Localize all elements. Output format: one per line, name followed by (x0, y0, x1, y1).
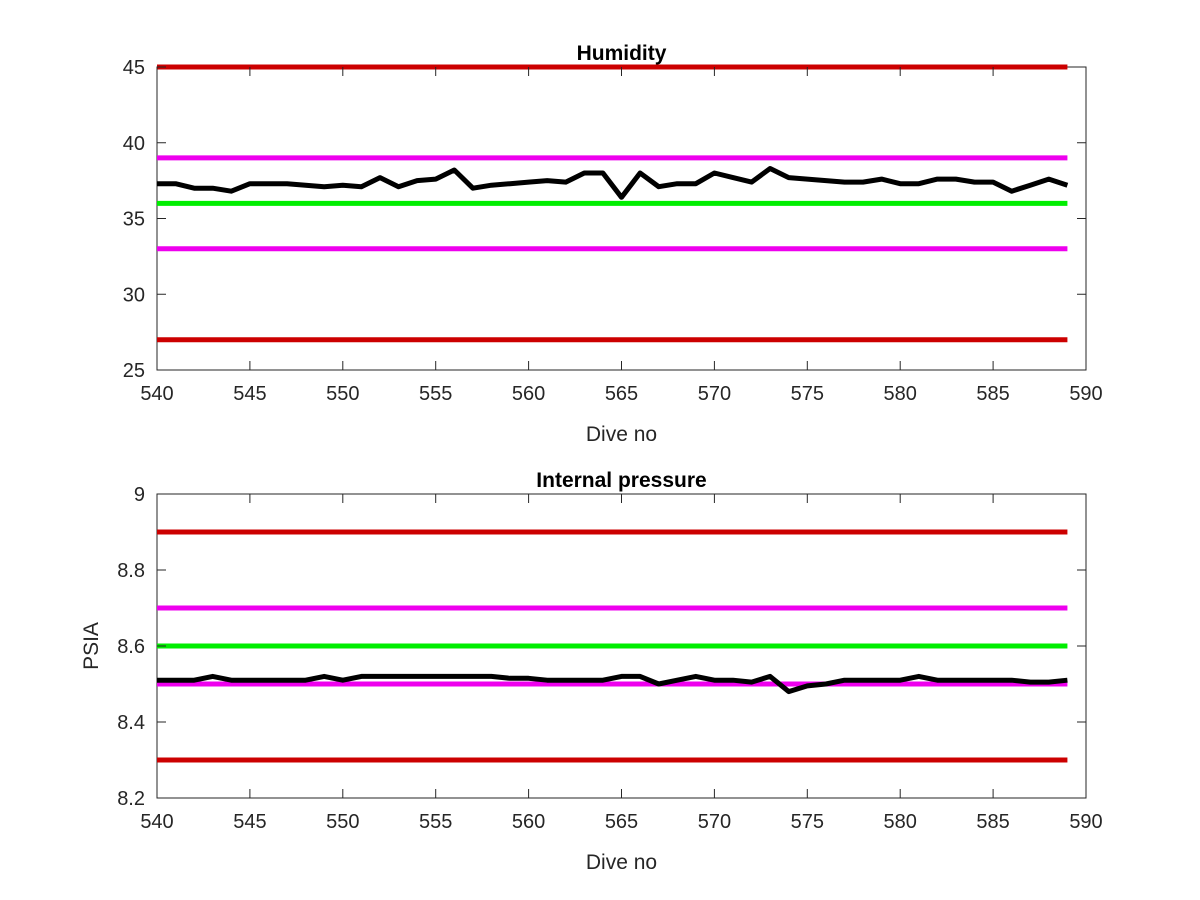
humidity-x-tick-label-9: 585 (976, 383, 1009, 405)
humidity-x-tick-label-6: 570 (698, 383, 731, 405)
pressure-x-tick-label-2: 550 (326, 811, 359, 833)
pressure-series-line-0 (157, 673, 1068, 695)
humidity-x-tick-label-3: 555 (419, 383, 452, 405)
humidity-x-axis-label: Dive no (586, 423, 657, 446)
pressure-x-tick-label-7: 575 (791, 811, 824, 833)
pressure-x-tick-label-6: 570 (698, 811, 731, 833)
pressure-y-tick-label-2: 8.6 (117, 636, 145, 658)
humidity-chart: 540 545 550 555 560 565 570 575 580 585 590 25 30 35… (123, 42, 1103, 446)
humidity-y-tick-label-0: 25 (123, 360, 145, 382)
humidity-y-tick-label-1: 30 (123, 284, 145, 306)
pressure-x-tick-label-1: 545 (233, 811, 266, 833)
pressure-y-tick-label-3: 8.8 (117, 560, 145, 582)
pressure-y-axis-label: PSIA (80, 622, 103, 670)
humidity-x-tick-label-1: 545 (233, 383, 266, 405)
humidity-series (157, 166, 1069, 200)
humidity-y-tick-label-2: 35 (123, 209, 145, 231)
pressure-y-ticks: 8.2 8.4 8.6 8.8 9 (117, 484, 1086, 810)
pressure-x-tick-label-5: 565 (605, 811, 638, 833)
pressure-x-tick-label-10: 590 (1069, 811, 1102, 833)
humidity-y-tick-label-4: 45 (123, 57, 145, 79)
humidity-axes-box (156, 66, 1087, 371)
humidity-x-tick-label-7: 575 (791, 383, 824, 405)
humidity-threshold-lines (157, 64, 1068, 343)
pressure-x-tick-label-3: 555 (419, 811, 452, 833)
pressure-chart-title: Internal pressure (536, 469, 706, 492)
humidity-y-tick-label-3: 40 (123, 133, 145, 155)
humidity-x-tick-label-8: 580 (884, 383, 917, 405)
pressure-threshold-lines (157, 529, 1068, 763)
pressure-y-tick-label-1: 8.4 (117, 712, 145, 734)
humidity-x-tick-label-2: 550 (326, 383, 359, 405)
pressure-y-tick-label-4: 9 (134, 484, 145, 506)
pressure-x-tick-label-4: 560 (512, 811, 545, 833)
pressure-y-tick-label-0: 8.2 (117, 788, 145, 810)
pressure-x-tick-label-0: 540 (140, 811, 173, 833)
humidity-chart-title: Humidity (577, 42, 667, 65)
internal-pressure-chart: 540 545 550 555 560 565 570 575 580 585 590 8.2 8.4… (80, 469, 1103, 874)
humidity-y-ticks: 25 30 35 40 45 (123, 57, 1086, 382)
humidity-x-ticks: 540 545 550 555 560 565 570 575 580 585 590 (140, 67, 1103, 405)
humidity-x-tick-label-4: 560 (512, 383, 545, 405)
humidity-x-tick-label-5: 565 (605, 383, 638, 405)
humidity-x-tick-label-10: 590 (1069, 383, 1102, 405)
humidity-x-tick-label-0: 540 (140, 383, 173, 405)
pressure-series (157, 673, 1068, 695)
pressure-x-ticks: 540 545 550 555 560 565 570 575 580 585 590 (140, 494, 1103, 833)
pressure-x-tick-label-8: 580 (884, 811, 917, 833)
pressure-x-tick-label-9: 585 (976, 811, 1009, 833)
pressure-x-axis-label: Dive no (586, 851, 657, 874)
humidity-series-line-0 (157, 166, 1069, 200)
